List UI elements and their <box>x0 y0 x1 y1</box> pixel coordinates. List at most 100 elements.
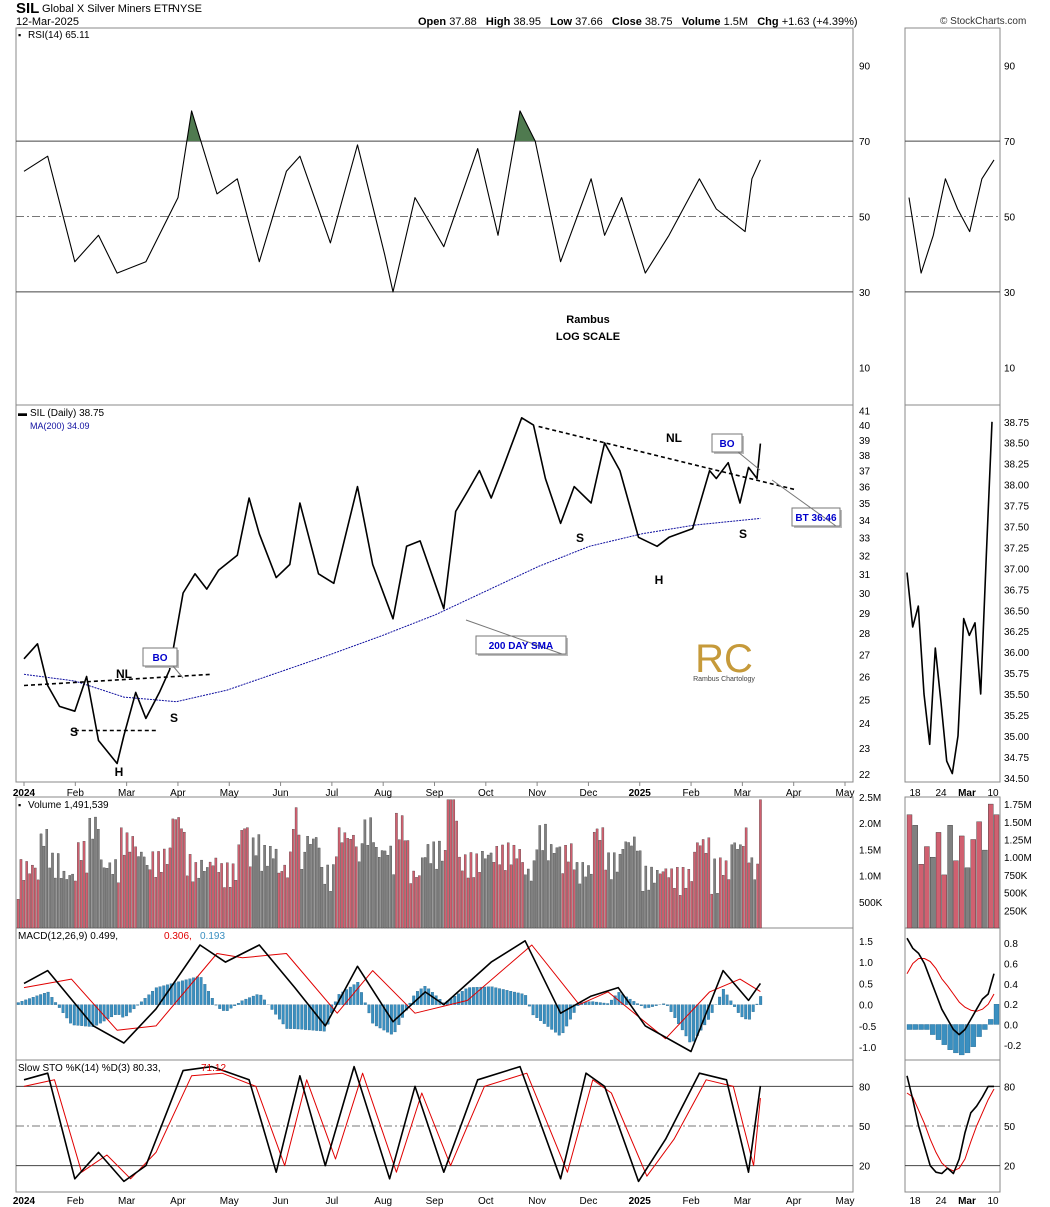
volume-bar <box>392 874 395 929</box>
sto-x-tick-label: Apr <box>170 1196 186 1207</box>
macd-histogram-bar <box>513 991 516 1005</box>
macd-histogram-bar <box>39 994 43 1005</box>
volume-bar <box>512 844 516 929</box>
volume-bar <box>19 859 23 929</box>
volume-bar <box>478 872 481 929</box>
volume-bar <box>518 849 521 929</box>
volume-bar <box>74 880 77 929</box>
inset-macd-histogram-bar <box>970 1024 976 1047</box>
macd-histogram-bar <box>699 1004 703 1031</box>
volume-bar <box>31 864 34 929</box>
inset-x-tick-label: 24 <box>935 788 947 799</box>
inset-price-tick-label: 35.00 <box>1004 732 1029 743</box>
volume-bar <box>710 893 713 929</box>
macd-tick-label: 0.0 <box>859 1001 873 1012</box>
volume-bar <box>349 839 352 929</box>
volume-bar <box>415 877 418 929</box>
macd-histogram-bar <box>721 989 725 1005</box>
chart-date: 12-Mar-2025 <box>16 16 79 28</box>
volume-bar <box>42 845 46 929</box>
volume-bar <box>398 839 401 929</box>
sto-tick-label: 50 <box>859 1122 871 1133</box>
macd-histogram-bar <box>95 1004 99 1026</box>
macd-histogram-bar <box>54 1002 58 1005</box>
macd-histogram-bar <box>662 1003 666 1005</box>
label-right-shoulder-2025: S <box>739 527 747 541</box>
macd-histogram-bar <box>695 1004 699 1036</box>
inset-macd-histogram-bar <box>918 1024 924 1030</box>
macd-histogram-bar <box>169 983 173 1005</box>
inset-macd-histogram-bar <box>924 1024 930 1030</box>
inset-volume-tick-label: 1.00M <box>1004 853 1032 864</box>
macd-histogram-bar <box>136 1004 140 1006</box>
rsi-tick-label: 10 <box>859 363 871 374</box>
macd-histogram-bar <box>326 1004 330 1025</box>
inset-frame-price <box>904 404 1001 783</box>
high-value: 38.95 <box>513 16 541 28</box>
volume-bar <box>630 845 633 929</box>
price-legend: SIL (Daily) 38.75 <box>30 408 105 419</box>
label-head-2024: H <box>115 765 124 779</box>
volume-bar <box>558 846 562 929</box>
volume-bar <box>309 844 312 929</box>
volume-bar <box>283 864 286 929</box>
volume-bar <box>383 850 387 929</box>
volume-bar <box>704 852 708 929</box>
macd-histogram-bar <box>557 1004 561 1036</box>
volume-bar <box>495 846 499 929</box>
price-tick-label: 39 <box>859 436 871 447</box>
label-nl-2025: NL <box>666 431 682 445</box>
macd-histogram-bar <box>248 997 252 1005</box>
volume-bar <box>547 860 550 929</box>
macd-histogram-bar <box>531 1004 535 1016</box>
volume-tick-label: 1.0M <box>859 872 881 883</box>
macd-histogram-bar <box>684 1004 688 1037</box>
macd-histogram-bar <box>121 1004 125 1018</box>
volume-bar <box>409 883 413 929</box>
volume-bar <box>584 876 587 929</box>
volume-bar <box>759 799 762 929</box>
price-x-tick-label: Mar <box>734 788 752 799</box>
macd-histogram-bar <box>565 1004 569 1027</box>
neckline-trendline <box>538 425 797 491</box>
sto-x-tick-label: Aug <box>374 1196 392 1207</box>
inset-macd-histogram-bar <box>976 1024 982 1037</box>
inset-macd-histogram-bar <box>912 1024 918 1030</box>
macd-histogram-bar <box>733 1004 736 1007</box>
price-x-tick-label: Mar <box>118 788 136 799</box>
inset-macd-histogram-bar <box>930 1024 936 1035</box>
macd-histogram-bar <box>363 1002 367 1005</box>
volume-bar <box>274 848 278 929</box>
macd-histogram-bar <box>16 1002 20 1005</box>
volume-bar <box>280 871 284 929</box>
macd-histogram-bar <box>263 999 266 1005</box>
rsi-tick-label: 30 <box>859 288 871 299</box>
rsi-inset-tick-label: 30 <box>1004 288 1016 299</box>
sto-legend-d: 71.12 <box>201 1063 226 1074</box>
macd-histogram-bar <box>225 1004 229 1011</box>
macd-histogram-bar <box>475 987 479 1005</box>
price-tick-label: 38 <box>859 451 871 462</box>
volume-bar <box>527 868 530 929</box>
volume-bar <box>656 870 659 929</box>
macd-histogram-bar <box>669 1004 673 1012</box>
volume-bar <box>719 857 722 929</box>
volume-bar <box>36 879 40 929</box>
inset-sto-x-tick-label: Mar <box>958 1196 976 1207</box>
inset-macd-histogram-bar <box>906 1024 913 1030</box>
volume-bar <box>91 838 94 929</box>
price-tick-label: 34 <box>859 516 871 527</box>
volume-bar <box>251 837 255 929</box>
macd-histogram-bar <box>643 1004 647 1009</box>
inset-volume-bar <box>988 803 994 929</box>
macd-histogram-bar <box>494 987 498 1005</box>
close-label: Close <box>611 16 642 28</box>
volume-bar <box>598 840 602 929</box>
volume-bar <box>595 828 599 929</box>
volume-bar <box>661 871 665 929</box>
macd-histogram-bar <box>710 1004 714 1013</box>
macd-histogram-bar <box>274 1004 278 1015</box>
volume-bar <box>435 868 438 929</box>
price-x-tick-label: Sep <box>426 788 444 799</box>
chg-label: Chg <box>757 16 779 28</box>
